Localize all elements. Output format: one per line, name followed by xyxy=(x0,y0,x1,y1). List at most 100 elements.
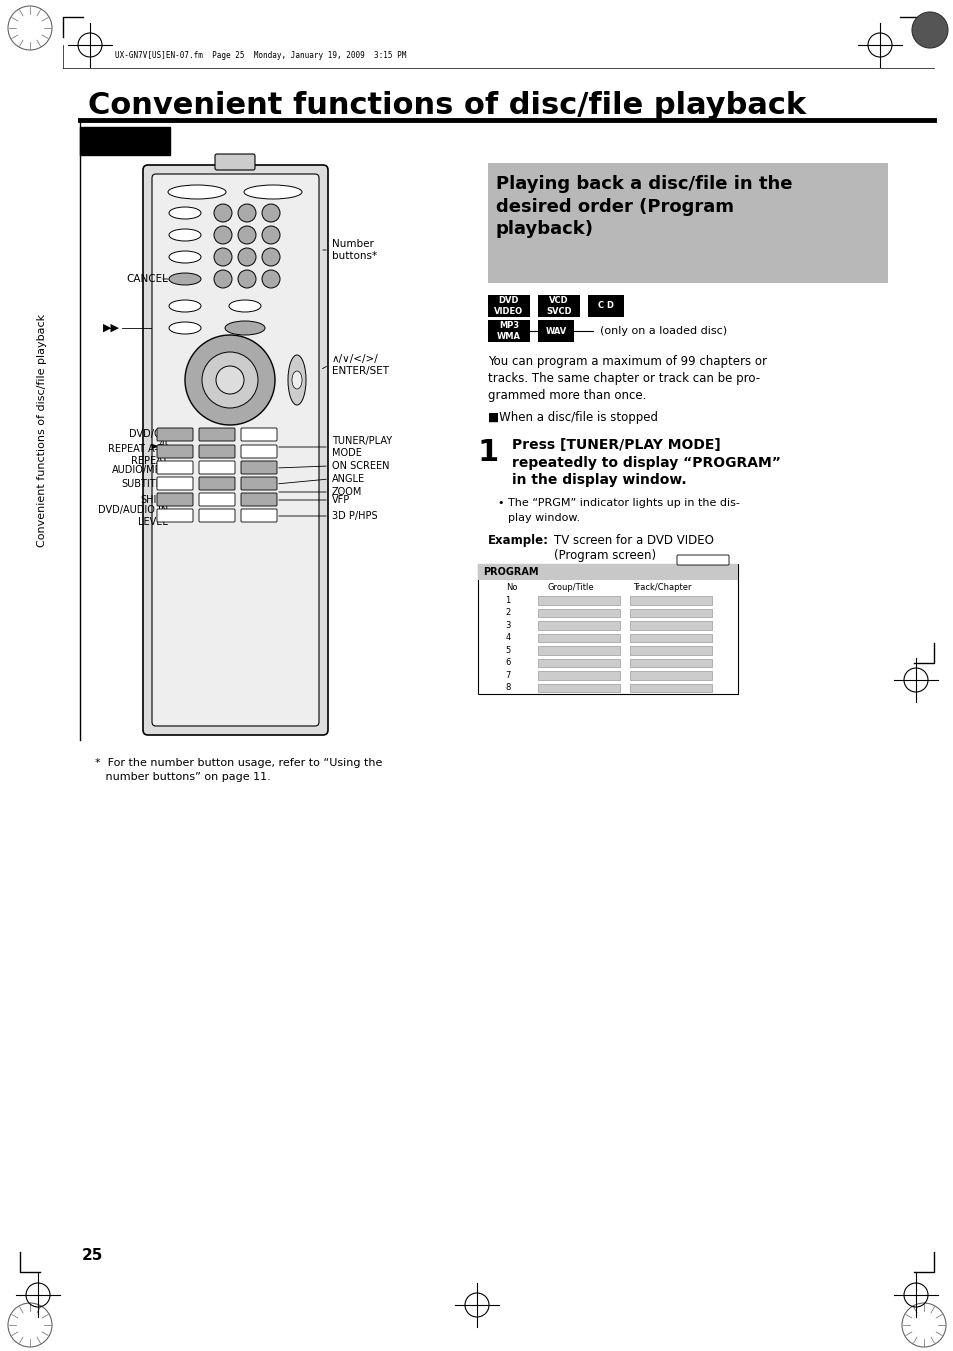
Text: Example:: Example: xyxy=(488,534,548,547)
Text: 8: 8 xyxy=(505,684,510,692)
FancyBboxPatch shape xyxy=(241,509,276,521)
Bar xyxy=(537,646,619,654)
Bar xyxy=(629,621,711,630)
Text: 5: 5 xyxy=(505,646,510,655)
FancyBboxPatch shape xyxy=(152,174,318,725)
Text: 2: 2 xyxy=(505,608,510,617)
Text: Convenient functions of disc/file playback: Convenient functions of disc/file playba… xyxy=(37,313,47,547)
Bar xyxy=(537,634,619,642)
Bar xyxy=(629,684,711,692)
Circle shape xyxy=(262,204,280,222)
Text: Playing back a disc/file in the: Playing back a disc/file in the xyxy=(496,176,792,193)
Text: grammed more than once.: grammed more than once. xyxy=(488,389,646,403)
Text: 25: 25 xyxy=(82,1247,103,1262)
FancyBboxPatch shape xyxy=(199,461,234,474)
Bar xyxy=(537,596,619,604)
Ellipse shape xyxy=(244,185,302,199)
Text: VCD
SVCD: VCD SVCD xyxy=(546,296,571,316)
Circle shape xyxy=(215,366,244,394)
Text: ∧/∨/</>/
ENTER/SET: ∧/∨/</>/ ENTER/SET xyxy=(332,354,389,376)
Text: ON SCREEN: ON SCREEN xyxy=(332,461,389,471)
Ellipse shape xyxy=(169,251,201,263)
Bar xyxy=(537,608,619,617)
FancyBboxPatch shape xyxy=(199,444,234,458)
Bar xyxy=(488,320,530,342)
Text: AUDIO/MPX: AUDIO/MPX xyxy=(112,465,168,476)
Bar xyxy=(587,295,623,317)
Text: DVD/AUDIO IN
LEVEL: DVD/AUDIO IN LEVEL xyxy=(97,505,168,527)
Text: Press [TUNER/PLAY MODE]: Press [TUNER/PLAY MODE] xyxy=(512,438,720,453)
Circle shape xyxy=(237,204,255,222)
FancyBboxPatch shape xyxy=(241,493,276,507)
Bar xyxy=(629,658,711,667)
Ellipse shape xyxy=(168,185,226,199)
Bar xyxy=(488,295,530,317)
Circle shape xyxy=(262,249,280,266)
Text: 3: 3 xyxy=(505,620,510,630)
FancyBboxPatch shape xyxy=(143,165,328,735)
Circle shape xyxy=(185,335,274,426)
Text: desired order (Program: desired order (Program xyxy=(496,199,733,216)
Bar xyxy=(537,621,619,630)
Ellipse shape xyxy=(288,355,306,405)
Text: play window.: play window. xyxy=(507,513,579,523)
Circle shape xyxy=(237,270,255,288)
Text: DVD
VIDEO: DVD VIDEO xyxy=(494,296,523,316)
Text: MP3
WMA: MP3 WMA xyxy=(497,322,520,340)
Circle shape xyxy=(213,270,232,288)
FancyBboxPatch shape xyxy=(199,509,234,521)
FancyBboxPatch shape xyxy=(199,493,234,507)
Ellipse shape xyxy=(169,300,201,312)
FancyBboxPatch shape xyxy=(157,444,193,458)
Text: *  For the number button usage, refer to “Using the
   number buttons” on page 1: * For the number button usage, refer to … xyxy=(95,758,382,782)
Ellipse shape xyxy=(292,372,302,389)
Bar xyxy=(537,320,574,342)
FancyBboxPatch shape xyxy=(241,477,276,490)
Text: (only on a loaded disc): (only on a loaded disc) xyxy=(599,326,726,336)
Text: WAV: WAV xyxy=(545,327,566,335)
Bar xyxy=(477,563,738,580)
Text: SHIFT: SHIFT xyxy=(140,494,168,505)
Circle shape xyxy=(237,249,255,266)
Text: ANGLE: ANGLE xyxy=(332,474,365,484)
Ellipse shape xyxy=(229,300,261,312)
FancyBboxPatch shape xyxy=(241,428,276,440)
FancyBboxPatch shape xyxy=(241,461,276,474)
Bar xyxy=(537,295,579,317)
Text: VFP: VFP xyxy=(332,494,350,505)
Text: TV screen for a DVD VIDEO: TV screen for a DVD VIDEO xyxy=(554,534,713,547)
Circle shape xyxy=(911,12,947,49)
Ellipse shape xyxy=(225,322,265,335)
FancyBboxPatch shape xyxy=(677,555,728,565)
Ellipse shape xyxy=(169,273,201,285)
Circle shape xyxy=(213,226,232,245)
Text: PROGRAM: PROGRAM xyxy=(482,567,537,577)
Ellipse shape xyxy=(169,322,201,334)
Ellipse shape xyxy=(169,230,201,240)
FancyBboxPatch shape xyxy=(199,477,234,490)
Text: repeatedly to display “PROGRAM”: repeatedly to display “PROGRAM” xyxy=(512,457,781,470)
FancyBboxPatch shape xyxy=(199,428,234,440)
FancyBboxPatch shape xyxy=(157,493,193,507)
Text: DVD/CD
►/II: DVD/CD ►/II xyxy=(129,430,168,451)
Bar xyxy=(629,608,711,617)
Text: ▶▶: ▶▶ xyxy=(103,323,120,332)
Text: 6: 6 xyxy=(505,658,510,667)
Bar xyxy=(537,671,619,680)
Text: 7: 7 xyxy=(505,670,510,680)
Bar xyxy=(629,671,711,680)
Bar xyxy=(537,684,619,692)
Bar xyxy=(80,127,170,155)
Text: REPEAT A-B/
REPEAT: REPEAT A-B/ REPEAT xyxy=(109,444,168,466)
Text: TUNER/PLAY
MODE: TUNER/PLAY MODE xyxy=(332,436,392,458)
Text: UX-GN7V[US]EN-07.fm  Page 25  Monday, January 19, 2009  3:15 PM: UX-GN7V[US]EN-07.fm Page 25 Monday, Janu… xyxy=(115,50,406,59)
Text: You can program a maximum of 99 chapters or: You can program a maximum of 99 chapters… xyxy=(488,355,766,367)
FancyBboxPatch shape xyxy=(157,477,193,490)
Bar xyxy=(629,634,711,642)
Bar xyxy=(629,596,711,604)
Circle shape xyxy=(213,204,232,222)
Text: 4: 4 xyxy=(505,634,510,642)
Text: Convenient functions of disc/file playback: Convenient functions of disc/file playba… xyxy=(88,91,805,119)
Circle shape xyxy=(262,226,280,245)
Bar xyxy=(488,163,887,282)
